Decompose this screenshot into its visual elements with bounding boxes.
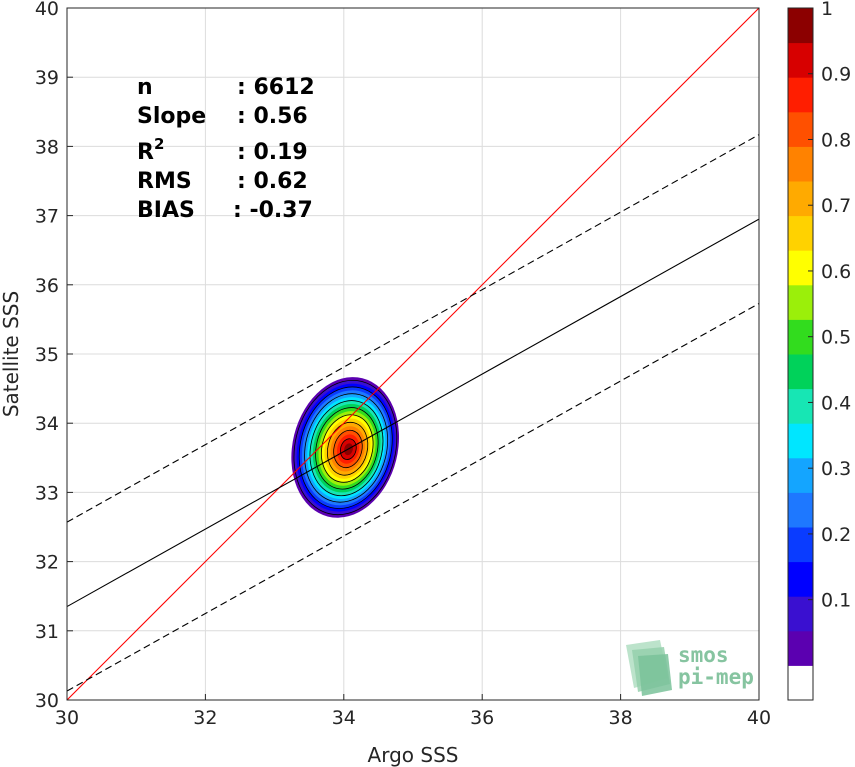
logo-line2: pi-mep [678, 665, 754, 689]
x-tick-label: 38 [609, 707, 633, 729]
fit-lines [67, 8, 759, 700]
colorbar-ticks: 0.1 0.2 0.3 0.4 0.5 0.6 0.7 0.8 0.9 1 [808, 0, 851, 612]
colorbar-tick-label: 0.7 [821, 195, 851, 217]
colorbar-tick-label: 0.5 [821, 327, 851, 349]
colorbar-segment [788, 8, 813, 44]
stat-name: R2 [137, 135, 164, 165]
y-tick-label: 38 [35, 136, 59, 158]
x-tick-label: 32 [193, 707, 217, 729]
y-tick-label: 31 [35, 621, 59, 643]
x-axis-ticks: 30 32 34 36 38 40 [55, 694, 771, 729]
stat-value: : 0.62 [237, 169, 308, 194]
y-tick-label: 32 [35, 552, 59, 574]
upper-bound-line [67, 134, 759, 523]
colorbar-segment [788, 423, 813, 459]
colorbar-tick-label: 0.8 [821, 129, 851, 151]
colorbar-frame [787, 7, 814, 701]
colorbar-segment [788, 457, 813, 493]
colorbar-segment [788, 42, 813, 78]
y-tick-label: 34 [35, 413, 59, 435]
logo-waves-icon [626, 640, 672, 696]
colorbar-segment [788, 111, 813, 147]
smos-pi-mep-logo: smos pi-mep [626, 640, 754, 696]
lower-bound-line [67, 303, 759, 692]
density-contours [291, 377, 400, 518]
stat-value: : -0.37 [233, 198, 313, 223]
colorbar [787, 7, 814, 701]
stat-name: RMS [137, 169, 192, 194]
stat-value: : 6612 [237, 75, 315, 100]
y-tick-label: 40 [35, 0, 59, 20]
colorbar-tick-label: 0.1 [821, 590, 851, 612]
colorbar-segment [788, 596, 813, 632]
colorbar-segment [788, 215, 813, 251]
y-axis-label: Satellite SSS [0, 291, 23, 417]
statistics-box: n : 6612 Slope : 0.56 R2 : 0.19 RMS : 0.62 BIAS:… [137, 75, 315, 223]
colorbar-segment [788, 181, 813, 217]
y-tick-label: 35 [35, 344, 59, 366]
logo-line1: smos [678, 643, 729, 667]
x-tick-label: 36 [470, 707, 494, 729]
colorbar-segment [788, 665, 813, 701]
stat-name: BIAS [137, 198, 195, 223]
x-tick-label: 30 [55, 707, 79, 729]
stat-superscript: 2 [154, 135, 164, 153]
colorbar-tick-label: 0.6 [821, 261, 851, 283]
colorbar-segment [788, 561, 813, 597]
stat-value: : 0.19 [237, 140, 308, 165]
y-tick-label: 33 [35, 482, 59, 504]
y-tick-label: 37 [35, 206, 59, 228]
colorbar-segment [788, 388, 813, 424]
colorbar-segment [788, 284, 813, 320]
colorbar-segment [788, 77, 813, 113]
stat-value: : 0.56 [237, 104, 308, 129]
stat-name: Slope [137, 104, 206, 129]
y-tick-label: 39 [35, 67, 59, 89]
y-tick-label: 30 [35, 690, 59, 712]
colorbar-tick-label: 1 [821, 0, 833, 20]
colorbar-segment [788, 630, 813, 666]
colorbar-segment [788, 354, 813, 390]
regression-line [67, 218, 759, 608]
colorbar-segment [788, 492, 813, 528]
x-tick-label: 40 [747, 707, 771, 729]
colorbar-tick-label: 0.3 [821, 458, 851, 480]
y-axis-ticks: 30 31 32 33 34 35 36 37 38 39 40 [35, 0, 73, 712]
y-tick-label: 36 [35, 275, 59, 297]
colorbar-segment [788, 527, 813, 563]
colorbar-segment [788, 250, 813, 286]
x-axis-label: Argo SSS [368, 743, 459, 767]
colorbar-segment [788, 146, 813, 182]
stat-name: n [137, 75, 153, 100]
colorbar-tick-label: 0.4 [821, 392, 851, 414]
colorbar-tick-label: 0.9 [821, 64, 851, 86]
x-tick-label: 34 [332, 707, 356, 729]
one-to-one-line [67, 8, 759, 700]
colorbar-tick-label: 0.2 [821, 524, 851, 546]
